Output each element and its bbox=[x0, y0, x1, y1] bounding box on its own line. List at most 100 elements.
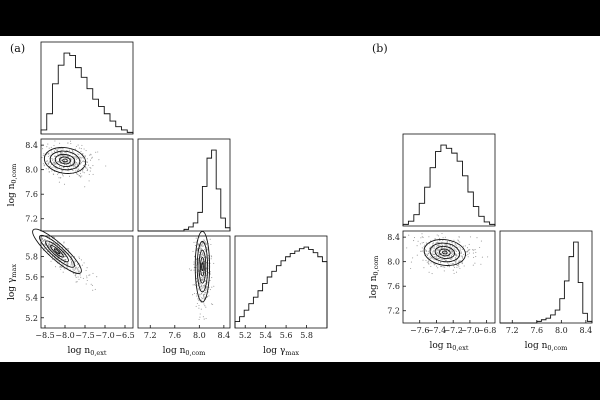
scatter-point bbox=[428, 236, 430, 238]
scatter-point bbox=[67, 155, 69, 157]
scatter-point bbox=[78, 147, 80, 149]
scatter-point bbox=[195, 237, 197, 239]
scatter-point bbox=[198, 304, 200, 307]
scatter-point bbox=[72, 265, 74, 267]
scatter-point bbox=[459, 267, 461, 270]
scatter-point bbox=[208, 295, 210, 297]
scatter-point bbox=[60, 177, 62, 179]
scatter-point bbox=[84, 165, 87, 168]
scatter-point bbox=[454, 243, 456, 245]
scatter-point bbox=[70, 264, 72, 266]
scatter-point bbox=[438, 244, 440, 246]
scatter-point bbox=[438, 253, 440, 255]
scatter-point bbox=[473, 249, 475, 251]
x-tick-label: 5.4 bbox=[259, 331, 272, 340]
scatter-point bbox=[464, 245, 466, 247]
scatter-point bbox=[46, 146, 48, 148]
scatter-point bbox=[200, 248, 202, 250]
scatter-point bbox=[451, 263, 454, 265]
scatter-point bbox=[201, 255, 203, 257]
scatter-point bbox=[84, 156, 86, 158]
scatter-point bbox=[69, 140, 72, 142]
scatter-point bbox=[83, 262, 85, 264]
scatter-point bbox=[444, 251, 446, 253]
scatter-point bbox=[203, 284, 206, 286]
scatter-point bbox=[63, 159, 65, 161]
scatter-point bbox=[455, 271, 458, 273]
scatter-point bbox=[75, 267, 77, 269]
scatter-point bbox=[428, 260, 430, 262]
scatter-point bbox=[72, 151, 74, 153]
scatter-point bbox=[211, 277, 213, 279]
scatter-point bbox=[199, 295, 201, 297]
scatter-point bbox=[91, 157, 93, 159]
scatter-point bbox=[60, 268, 62, 270]
scatter-point bbox=[82, 160, 85, 162]
scatter-point bbox=[195, 241, 197, 243]
scatter-point bbox=[42, 241, 44, 243]
cell-frame-1-0-1 bbox=[402, 230, 496, 324]
scatter-point bbox=[201, 244, 203, 246]
scatter-point bbox=[450, 255, 453, 257]
scatter-point bbox=[439, 252, 442, 254]
scatter-point bbox=[441, 243, 443, 245]
y-tick-label: 8.0 bbox=[387, 258, 400, 267]
scatter-point bbox=[48, 147, 50, 149]
scatter-point bbox=[79, 156, 81, 158]
scatter-point bbox=[422, 259, 424, 261]
scatter-point bbox=[77, 270, 79, 272]
scatter-point bbox=[416, 254, 418, 256]
panel-b-label: (b) bbox=[372, 42, 388, 55]
scatter-point bbox=[89, 166, 91, 169]
scatter-point bbox=[51, 243, 53, 246]
scatter-point bbox=[453, 265, 455, 267]
scatter-point bbox=[70, 143, 72, 145]
scatter-point bbox=[50, 245, 52, 247]
scatter-point bbox=[479, 246, 481, 249]
scatter-point bbox=[460, 252, 462, 254]
scatter-point bbox=[453, 272, 455, 274]
x-axis-label-subscript: 0,ext bbox=[90, 349, 107, 357]
scatter-point bbox=[452, 246, 454, 248]
scatter-point bbox=[67, 142, 69, 144]
scatter-point bbox=[200, 286, 202, 288]
scatter-point bbox=[424, 249, 427, 251]
contour-level-3 bbox=[200, 257, 205, 277]
scatter-point bbox=[49, 250, 51, 252]
scatter-point bbox=[432, 242, 434, 245]
scatter-point bbox=[63, 183, 66, 185]
scatter-point bbox=[205, 274, 207, 276]
scatter-point bbox=[453, 266, 456, 269]
scatter-point bbox=[452, 269, 454, 271]
scatter-point bbox=[196, 302, 198, 305]
scatter-point bbox=[480, 263, 482, 265]
scatter-point bbox=[77, 157, 79, 159]
histogram-log-n0,ext bbox=[40, 52, 134, 134]
scatter-point bbox=[80, 159, 82, 161]
scatter-point bbox=[80, 158, 82, 160]
scatter-point bbox=[201, 241, 203, 243]
scatter-point bbox=[51, 167, 53, 169]
scatter-point bbox=[195, 305, 197, 307]
scatter-point bbox=[57, 244, 59, 246]
scatter-point bbox=[436, 258, 438, 260]
scatter-point bbox=[211, 256, 213, 258]
scatter-point bbox=[472, 264, 474, 266]
scatter-point bbox=[424, 244, 426, 246]
scatter-point bbox=[436, 241, 438, 244]
scatter-point bbox=[188, 268, 191, 270]
scatter-point bbox=[449, 258, 451, 260]
scatter-point bbox=[433, 262, 435, 264]
scatter-point bbox=[434, 255, 436, 258]
scatter-point bbox=[210, 243, 212, 246]
scatter-point bbox=[59, 151, 62, 154]
scatter-point bbox=[46, 246, 48, 249]
scatter-point bbox=[78, 278, 80, 280]
contour-level-0 bbox=[423, 239, 466, 266]
scatter-point bbox=[201, 254, 203, 256]
scatter-point bbox=[65, 259, 67, 261]
histogram-log-n0,com bbox=[500, 241, 593, 324]
scatter-point bbox=[45, 168, 47, 170]
panel-a: 7.2 7.6 8.0 8.4 log n0,com −8.5 −8.0 −7.5 −7.0 −6… bbox=[7, 41, 328, 357]
scatter-point bbox=[81, 169, 83, 171]
